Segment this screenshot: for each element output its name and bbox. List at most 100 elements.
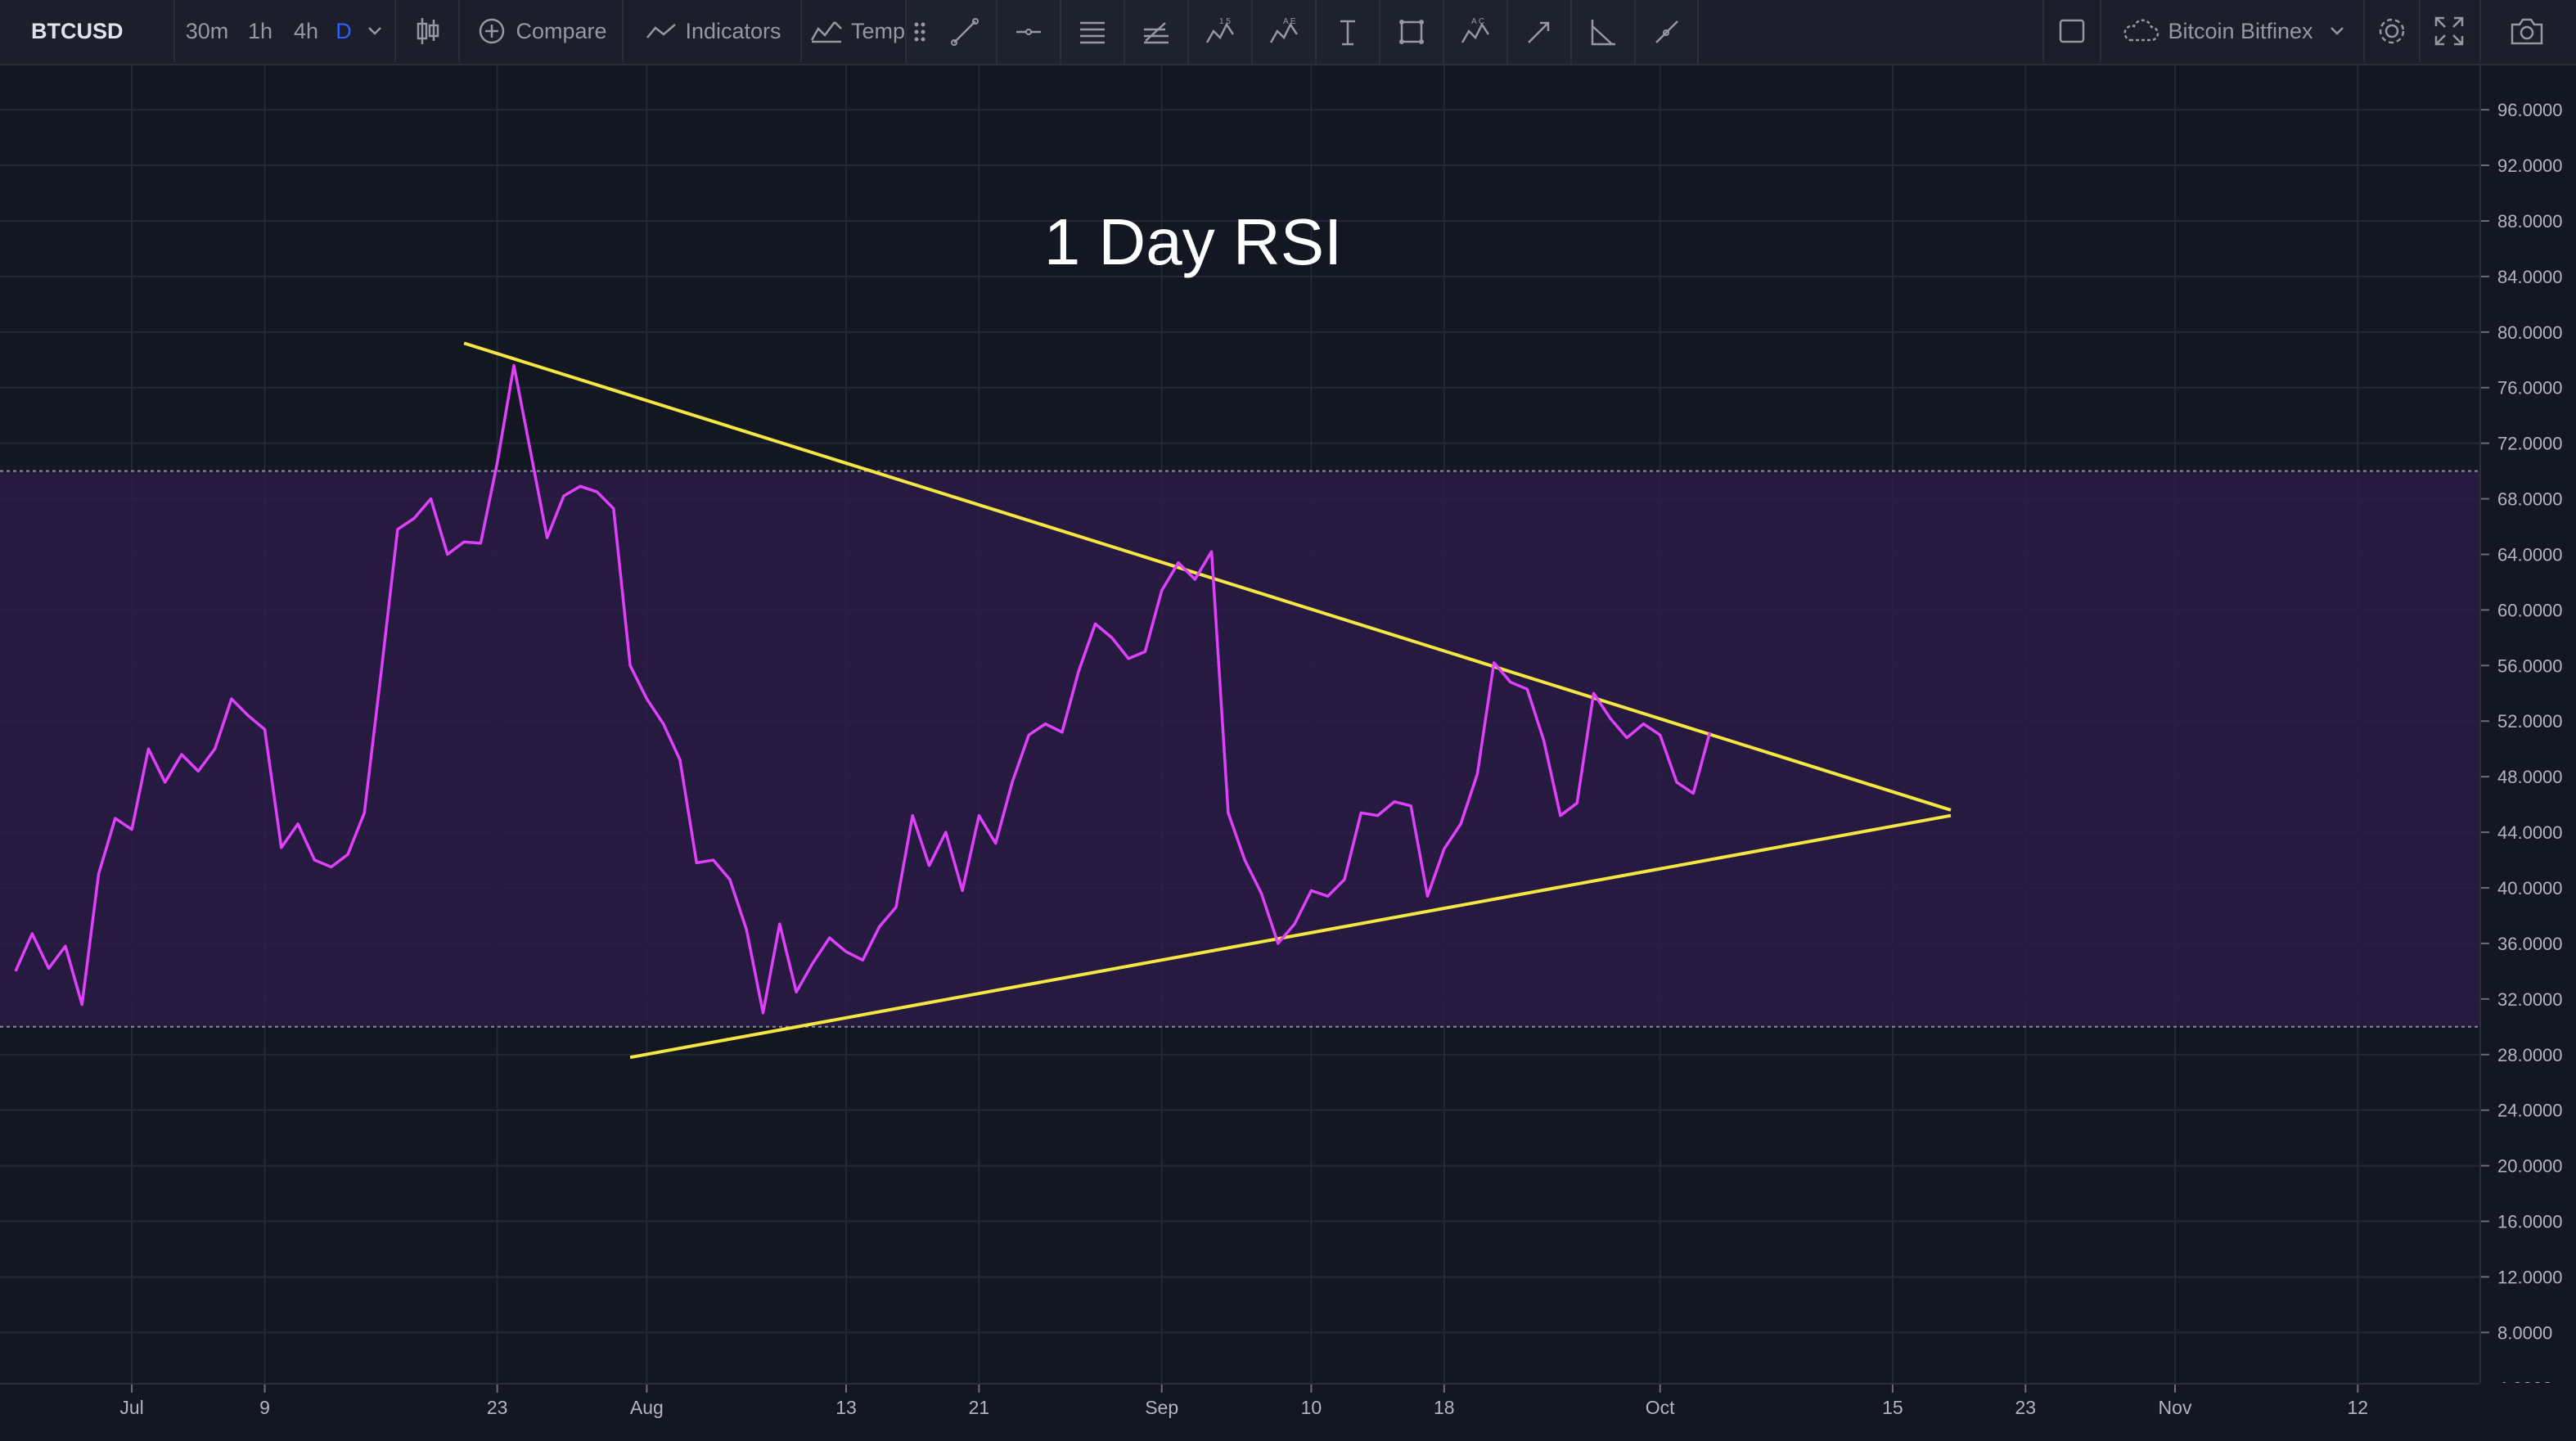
toolbar-divider (2363, 0, 2365, 62)
price-tick-label: 60.0000 (2497, 600, 2563, 620)
square-icon (2059, 19, 2085, 43)
chart-title: 1 Day RSI (1044, 205, 1343, 278)
price-tick-label: 84.0000 (2497, 267, 2563, 287)
pattern-ae-tool[interactable]: A E (1252, 0, 1316, 64)
time-tick-label: Jul (119, 1397, 143, 1418)
price-tick-label: 64.0000 (2497, 544, 2563, 565)
toolbar-divider (1124, 0, 1125, 64)
price-tick-label: 40.0000 (2497, 878, 2563, 898)
toolbar-divider (1315, 0, 1317, 64)
parallel-lines-tool[interactable] (1061, 0, 1124, 64)
pattern-ac-icon: A C (1461, 17, 1490, 43)
price-tick-label: 76.0000 (2497, 378, 2563, 399)
time-tick-label: Aug (630, 1397, 664, 1418)
toolbar-divider (2042, 0, 2044, 62)
symbol-search[interactable]: BTCUSD (31, 18, 124, 43)
text-cursor-tool[interactable] (1316, 0, 1380, 64)
timeframe-dropdown[interactable] (360, 0, 390, 62)
toolbar-divider (1251, 0, 1253, 64)
exchange-label: Bitcoin Bitfinex (2168, 18, 2313, 43)
plus-circle-icon (480, 18, 505, 44)
time-tick-label: 12 (2348, 1397, 2369, 1418)
arrow-tool[interactable] (1507, 0, 1571, 64)
toolbar-divider (2100, 0, 2101, 62)
rsi-chart: 1 Day RSI (0, 65, 2479, 1389)
fib-retracement-tool[interactable] (1124, 0, 1188, 64)
toolbar-divider (173, 0, 175, 62)
price-tick-label: 96.0000 (2497, 100, 2563, 120)
toolbar-divider (1060, 0, 1061, 64)
price-tick-label: 24.0000 (2497, 1101, 2563, 1121)
svg-text:1 5: 1 5 (1219, 17, 1231, 26)
candles-icon (417, 18, 439, 44)
arrow-icon (1528, 21, 1550, 43)
angle-tool[interactable] (1571, 0, 1635, 64)
horizontal-ray-tool[interactable] (997, 0, 1061, 64)
camera-icon (2511, 18, 2543, 45)
path-icon (1655, 20, 1678, 43)
pattern-ae-icon: A E (1269, 17, 1299, 43)
timeframe-30m[interactable]: 30m (185, 18, 229, 43)
rectangle-tool[interactable] (1380, 0, 1443, 64)
text-cursor-icon (1340, 20, 1355, 46)
price-tick-label: 80.0000 (2497, 322, 2563, 343)
pattern-ac-tool[interactable]: A C (1443, 0, 1507, 64)
toolbar-divider (800, 0, 802, 62)
fullscreen-button[interactable] (2424, 0, 2475, 62)
trendline-1[interactable] (463, 341, 1952, 812)
price-tick-label: 92.0000 (2497, 155, 2563, 176)
chevron-down-icon (2330, 27, 2344, 35)
toolbar-divider (1634, 0, 1636, 64)
toolbar-divider (2479, 0, 2481, 62)
price-tick-label: 32.0000 (2497, 989, 2563, 1010)
toolbar-divider (2419, 0, 2421, 62)
compare-button[interactable]: Compare (466, 0, 619, 62)
time-tick-label: 18 (1434, 1397, 1455, 1418)
fullscreen-icon (2434, 16, 2464, 46)
toolbar-divider (1506, 0, 1508, 64)
snapshot-button[interactable] (2488, 0, 2566, 62)
angle-icon (1591, 20, 1615, 46)
time-tick-label: Nov (2159, 1397, 2192, 1418)
time-axis[interactable]: Jul 9 23 Aug 13 21 Sep 10 18 Oct 15 23 Nov 12 (0, 1383, 2479, 1437)
cloud-icon (2123, 19, 2159, 42)
trendline-2[interactable] (629, 813, 1952, 1060)
price-tick-label: 12.0000 (2497, 1267, 2563, 1287)
timeframe-d[interactable]: D (336, 18, 352, 43)
time-tick-label: 21 (969, 1397, 990, 1418)
time-tick-label: 13 (835, 1397, 857, 1418)
toolbar-divider (394, 0, 396, 62)
svg-text:A E: A E (1283, 17, 1296, 26)
layout-button[interactable] (2049, 0, 2095, 62)
chart-type-button[interactable] (401, 0, 453, 62)
templates-button[interactable]: Temp (810, 0, 916, 62)
price-axis[interactable]: 96.0000 92.0000 88.0000 84.0000 80.0000 76.00… (2479, 65, 2576, 1398)
timeframe-1h[interactable]: 1h (247, 18, 273, 43)
exchange-selector[interactable]: Bitcoin Bitfinex (2106, 0, 2360, 62)
toolbar-divider (996, 0, 998, 64)
price-tick-label: 16.0000 (2497, 1212, 2563, 1232)
time-tick-label: 9 (259, 1397, 270, 1418)
toolbar-divider (458, 0, 460, 62)
price-tick-label: 20.0000 (2497, 1156, 2563, 1177)
price-tick-label: 4.0000 (2497, 1378, 2552, 1383)
indicators-icon (646, 24, 677, 38)
rsi-band (0, 471, 2479, 1027)
pattern-15-tool[interactable]: 1 5 (1188, 0, 1252, 64)
trend-line-icon (951, 18, 979, 46)
indicators-label: Indicators (685, 18, 781, 43)
drag-handle[interactable] (907, 0, 933, 64)
path-tool[interactable] (1635, 0, 1699, 64)
chart-pane[interactable]: 1 Day RSI (0, 65, 2479, 1389)
price-tick-label: 72.0000 (2497, 434, 2563, 454)
rsi-line (14, 363, 1712, 1015)
time-scale: Jul 9 23 Aug 13 21 Sep 10 18 Oct 15 23 Nov 12 (119, 1385, 2369, 1418)
price-tick-label: 36.0000 (2497, 934, 2563, 954)
pattern-15-icon: 1 5 (1205, 17, 1235, 43)
trend-line-tool[interactable] (933, 0, 997, 64)
indicators-button[interactable]: Indicators (630, 0, 797, 62)
horizontal-ray-icon (1016, 29, 1041, 35)
timeframe-4h[interactable]: 4h (293, 18, 319, 43)
grip-icon (914, 22, 925, 42)
settings-button[interactable] (2368, 0, 2416, 62)
